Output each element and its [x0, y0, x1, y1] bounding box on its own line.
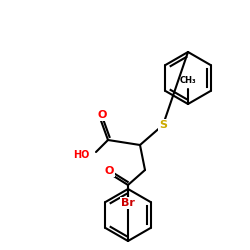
Text: HO: HO: [72, 150, 89, 160]
Text: Br: Br: [121, 198, 135, 208]
Text: O: O: [104, 166, 114, 176]
Text: CH₃: CH₃: [180, 76, 196, 85]
Text: O: O: [97, 110, 107, 120]
Text: S: S: [159, 120, 167, 130]
